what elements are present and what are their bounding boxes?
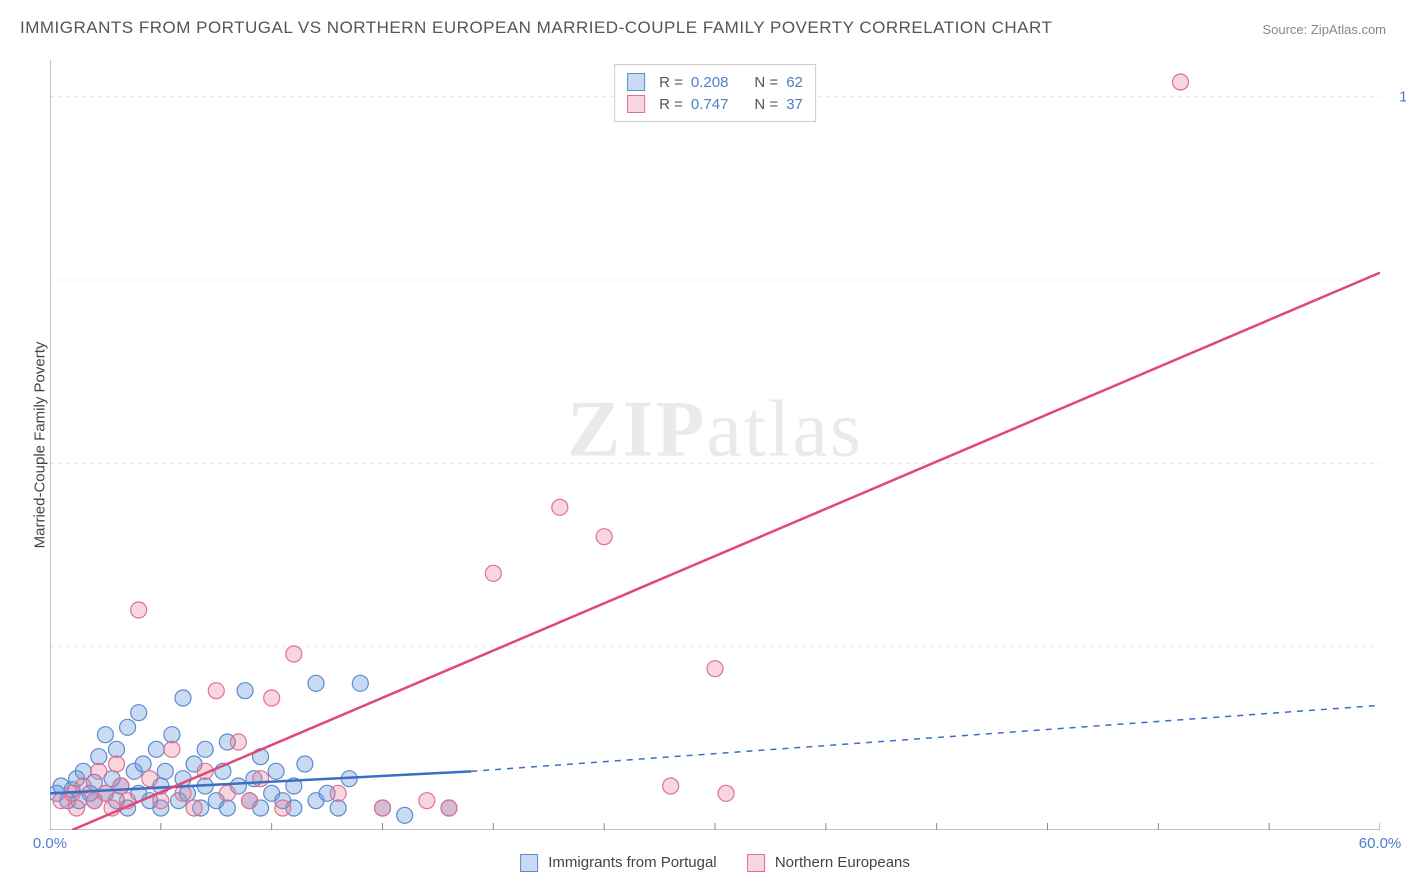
chart-container: Married-Couple Family Poverty ZIPatlas R… [50, 60, 1380, 830]
chart-title: IMMIGRANTS FROM PORTUGAL VS NORTHERN EUR… [20, 18, 1052, 38]
legend-item-northern: Northern Europeans [747, 854, 910, 872]
scatter-plot [50, 60, 1380, 830]
source-attribution: Source: ZipAtlas.com [1262, 22, 1386, 37]
correlation-legend: R = 0.208 N = 62 R = 0.747 N = 37 [614, 64, 816, 122]
legend-item-portugal: Immigrants from Portugal [520, 854, 717, 872]
swatch-portugal [627, 73, 645, 91]
x-axis-legend: Immigrants from Portugal Northern Europe… [520, 854, 910, 872]
legend-row-northern: R = 0.747 N = 37 [627, 93, 803, 115]
x-tick-label: 60.0% [1359, 835, 1402, 852]
swatch-northern-icon [747, 854, 765, 872]
swatch-northern [627, 95, 645, 113]
y-axis-label: Married-Couple Family Poverty [32, 342, 49, 549]
x-tick-label: 0.0% [33, 835, 67, 852]
y-tick-label: 100.0% [1399, 88, 1406, 105]
legend-row-portugal: R = 0.208 N = 62 [627, 71, 803, 93]
swatch-portugal-icon [520, 854, 538, 872]
